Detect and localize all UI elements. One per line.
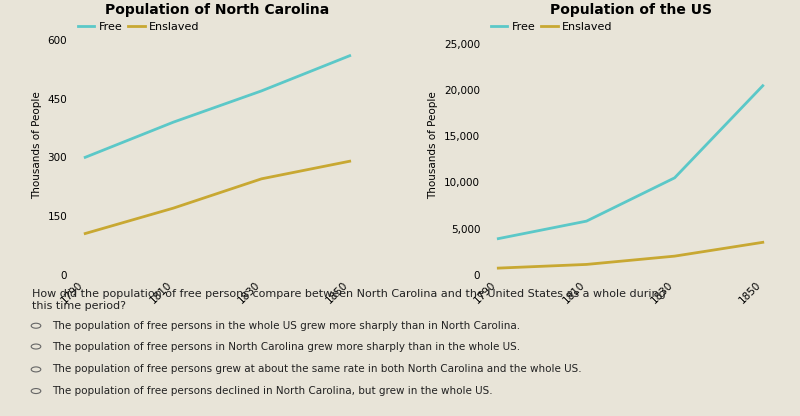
Enslaved [582, 262, 591, 267]
Line: Enslaved: Enslaved [86, 161, 350, 233]
Line: Enslaved: Enslaved [498, 242, 762, 268]
Legend: Free, Enslaved: Free, Enslaved [78, 22, 199, 32]
Enslaved [345, 159, 354, 164]
Free [257, 88, 266, 93]
Text: The population of free persons grew at about the same rate in both North Carolin: The population of free persons grew at a… [52, 364, 582, 374]
Title: Population of North Carolina: Population of North Carolina [106, 2, 330, 17]
Free [758, 83, 767, 88]
Legend: Free, Enslaved: Free, Enslaved [490, 22, 613, 32]
Y-axis label: Thousands of People: Thousands of People [32, 92, 42, 200]
Free [345, 53, 354, 58]
Free [169, 120, 178, 125]
Free [494, 236, 503, 241]
Enslaved [758, 240, 767, 245]
Text: The population of free persons in North Carolina grew more sharply than in the w: The population of free persons in North … [52, 342, 520, 352]
Title: Population of the US: Population of the US [550, 2, 711, 17]
Enslaved [494, 265, 503, 270]
Line: Free: Free [86, 56, 350, 157]
Free [670, 175, 679, 180]
Text: How did the population of free persons compare between North Carolina and the Un: How did the population of free persons c… [32, 289, 666, 311]
Free [81, 155, 90, 160]
Free [582, 219, 591, 224]
Text: The population of free persons declined in North Carolina, but grew in the whole: The population of free persons declined … [52, 386, 493, 396]
Enslaved [169, 206, 178, 210]
Enslaved [257, 176, 266, 181]
Line: Free: Free [498, 86, 762, 239]
Enslaved [670, 254, 679, 259]
Y-axis label: Thousands of People: Thousands of People [429, 92, 438, 200]
Text: The population of free persons in the whole US grew more sharply than in North C: The population of free persons in the wh… [52, 321, 520, 331]
Enslaved [81, 231, 90, 236]
